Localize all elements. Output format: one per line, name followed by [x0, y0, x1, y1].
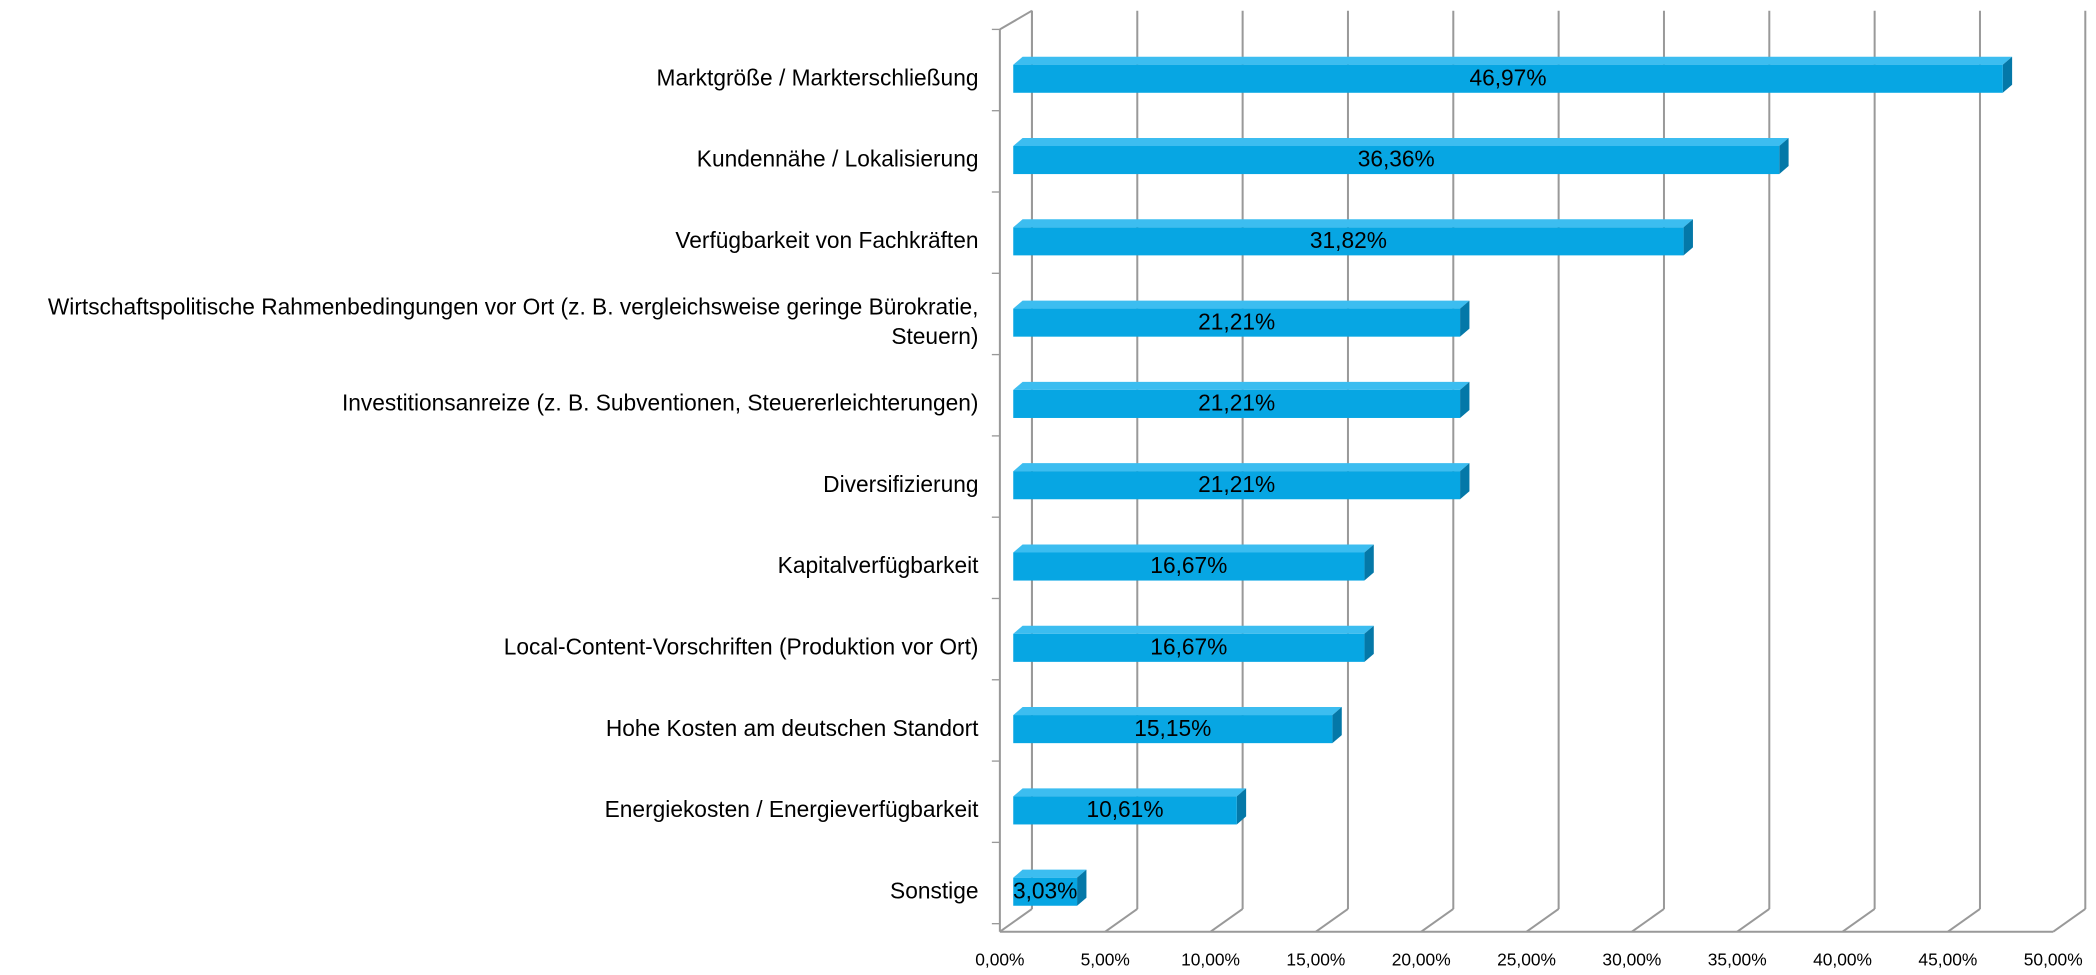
bar — [1013, 219, 1693, 256]
bar — [1013, 381, 1470, 418]
category-label: Marktgröße / Markterschließung — [657, 64, 979, 90]
left-wall-top — [999, 9, 1033, 31]
bar-front — [1013, 471, 1461, 500]
bar-side — [1683, 219, 1693, 256]
category-label: Energiekosten / Energieverfügbarkeit — [605, 796, 980, 822]
floor-tick — [1209, 908, 1244, 933]
value-label: 15,15% — [1134, 715, 1211, 741]
floor-tick — [1420, 908, 1454, 933]
category-label: Kapitalverfügbarkeit — [778, 552, 979, 578]
category-label: Verfügbarkeit von Fachkräften — [675, 227, 978, 253]
value-label: 3,03% — [1013, 877, 1077, 903]
bar — [1013, 869, 1087, 906]
bar-side — [2002, 56, 2013, 93]
bar-front — [1013, 308, 1461, 337]
value-label: 10,61% — [1086, 796, 1163, 822]
bar-front — [1013, 227, 1684, 256]
bar-top — [1013, 463, 1470, 472]
bar-top — [1013, 137, 1789, 147]
x-tick-label: 0,00% — [975, 950, 1024, 970]
category-label: Hohe Kosten am deutschen Standort — [606, 715, 979, 741]
x-tick-label: 40,00% — [1813, 950, 1872, 970]
bar-top — [1013, 56, 2013, 65]
bar-top — [1013, 381, 1470, 390]
bar-top — [1013, 544, 1374, 553]
x-tick-label: 10,00% — [1181, 950, 1240, 970]
bar — [1013, 788, 1247, 825]
floor-tick — [1947, 908, 1981, 933]
bar-side — [1077, 869, 1087, 906]
floor-tick — [1104, 908, 1138, 933]
x-tick-label: 5,00% — [1081, 950, 1130, 970]
floor-tick — [2052, 908, 2086, 933]
bar-front — [1013, 552, 1365, 581]
category-label: Sonstige — [890, 877, 978, 903]
bar-side — [1460, 300, 1470, 337]
bar-front — [1013, 64, 2003, 93]
bar-side — [1779, 137, 1789, 175]
bar-side — [1364, 625, 1374, 662]
bar-side — [1332, 707, 1342, 744]
category-label: Local-Content-Vorschriften (Produktion v… — [504, 633, 979, 659]
bar — [1013, 544, 1374, 581]
x-tick-label: 20,00% — [1392, 950, 1451, 970]
x-tick-label: 25,00% — [1497, 950, 1556, 970]
category-label: Diversifizierung — [823, 471, 978, 497]
bar-front — [1013, 633, 1365, 662]
bar — [1013, 56, 2013, 93]
floor-tick — [999, 908, 1033, 933]
bar-front — [1013, 389, 1461, 418]
category-label: Kundennähe / Lokalisierung — [697, 146, 979, 172]
value-label: 21,21% — [1198, 390, 1275, 416]
bar — [1013, 625, 1374, 662]
bar-top — [1013, 219, 1693, 228]
bar-top — [1013, 300, 1470, 309]
bar-top — [1013, 788, 1247, 797]
x-tick-label: 30,00% — [1602, 950, 1661, 970]
floor-tick — [1525, 908, 1560, 933]
floor-tick — [1736, 908, 1770, 933]
category-label: Wirtschaftspolitische Rahmenbedingungen … — [48, 294, 979, 349]
bar — [1013, 707, 1342, 744]
value-label: 31,82% — [1310, 227, 1387, 253]
x-tick-label: 50,00% — [2024, 950, 2083, 970]
bar-side — [1460, 463, 1470, 500]
bar-top — [1013, 869, 1087, 878]
category-label: Investitionsanreize (z. B. Subventionen,… — [342, 390, 979, 416]
bar — [1013, 463, 1470, 500]
bar — [1013, 300, 1470, 337]
bar-front — [1013, 796, 1237, 825]
bar-side — [1364, 544, 1374, 581]
value-label: 16,67% — [1150, 552, 1227, 578]
floor-tick — [1841, 908, 1876, 933]
value-label: 16,67% — [1150, 633, 1227, 659]
bar-front — [1013, 715, 1333, 744]
bar-front — [1013, 877, 1078, 906]
x-tick-label: 45,00% — [1918, 950, 1977, 970]
floor-tick — [1315, 908, 1349, 933]
x-tick-label: 35,00% — [1708, 950, 1767, 970]
value-label: 36,36% — [1358, 146, 1435, 172]
value-label: 21,21% — [1198, 308, 1275, 334]
bar — [1013, 137, 1789, 175]
bar-front — [1013, 146, 1780, 175]
value-label: 46,97% — [1469, 64, 1546, 90]
bar-top — [1013, 625, 1374, 634]
x-tick-label: 15,00% — [1286, 950, 1345, 970]
bar-top — [1013, 707, 1342, 716]
floor-tick — [1631, 908, 1665, 933]
bar-side — [1460, 381, 1470, 418]
value-label: 21,21% — [1198, 471, 1275, 497]
bar-side — [1236, 788, 1247, 825]
